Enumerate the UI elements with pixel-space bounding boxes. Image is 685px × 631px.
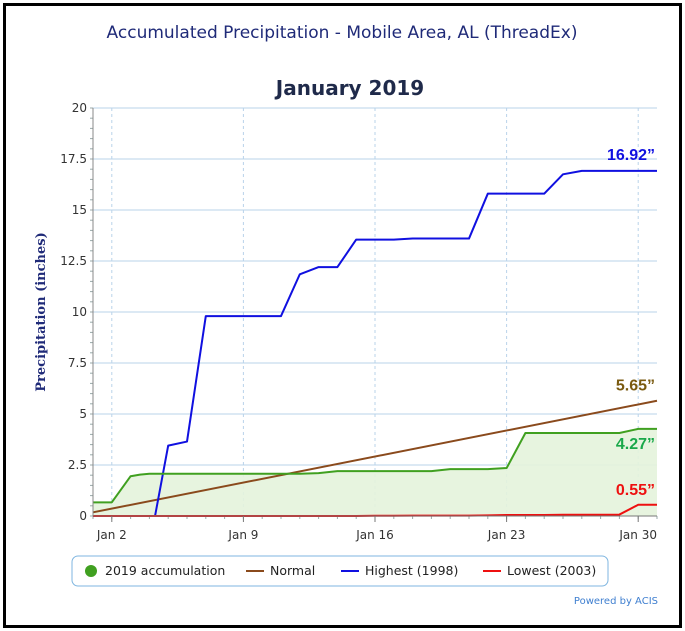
- x-tick-label: Jan 30: [618, 528, 657, 542]
- series-line-accum: [93, 427, 657, 504]
- chart-frame: [3, 3, 682, 628]
- legend-label-normal: Normal: [270, 563, 315, 578]
- y-tick-label: 17.5: [60, 152, 87, 166]
- legend-marker-accum: [85, 565, 97, 577]
- legend: 2019 accumulation Normal Highest (1998) Low…: [71, 555, 609, 587]
- series-area-accum: [93, 428, 657, 516]
- y-tick-label: 12.5: [60, 254, 87, 268]
- annotation-accum: 4.27”: [616, 436, 655, 453]
- annotation-lowest: 0.55”: [616, 482, 655, 499]
- y-tick-label: 0: [79, 509, 87, 523]
- y-tick-label: 15: [72, 203, 87, 217]
- y-tick-label: 7.5: [68, 356, 87, 370]
- y-tick-label: 10: [72, 305, 87, 319]
- chart-title: Accumulated Precipitation - Mobile Area,…: [107, 23, 578, 43]
- legend-label-lowest: Lowest (2003): [507, 563, 596, 578]
- y-tick-label: 20: [72, 101, 87, 115]
- y-axis-label: Precipitation (inches): [34, 232, 49, 391]
- tick-labels: 0 2.5 5 7.5 10 12.5 15 17.5 20 Jan 2 Jan 9 Jan 16 Ja…: [60, 101, 657, 542]
- x-tick-label: Jan 9: [227, 528, 258, 542]
- legend-items: 2019 accumulation Normal Highest (1998) Low…: [85, 563, 596, 578]
- legend-label-accum: 2019 accumulation: [105, 563, 225, 578]
- y-tick-label: 2.5: [68, 458, 87, 472]
- annotation-highest: 16.92”: [607, 147, 655, 164]
- legend-box: [71, 555, 609, 587]
- y-tick-label: 5: [79, 407, 87, 421]
- legend-label-highest: Highest (1998): [365, 563, 458, 578]
- x-tick-label: Jan 16: [355, 528, 394, 542]
- series-line-highest: [93, 169, 657, 517]
- x-tick-label: Jan 2: [96, 528, 127, 542]
- series-line-normal: [92, 399, 658, 514]
- annotation-normal: 5.65”: [616, 378, 655, 395]
- x-tick-label: Jan 23: [487, 528, 526, 542]
- chart-subtitle: January 2019: [274, 76, 424, 100]
- powered-by-text: Powered by ACIS: [574, 596, 658, 607]
- annotations: 16.92” 5.65” 4.27” 0.55”: [607, 147, 655, 499]
- axes: [92, 108, 657, 522]
